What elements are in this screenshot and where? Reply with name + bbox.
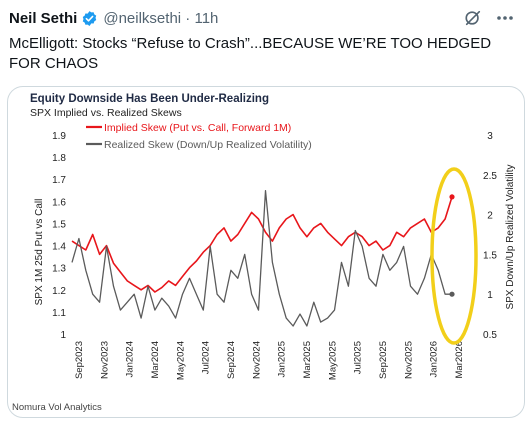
y-tick-label: 1.6	[52, 197, 66, 208]
x-tick-label: Mar2025	[302, 341, 313, 379]
y-tick-label: 1.3	[52, 264, 66, 275]
legend-label: Implied Skew (Put vs. Call, Forward 1M)	[104, 122, 291, 134]
x-tick-label: Sep2024	[226, 341, 237, 379]
y-tick-label: 1.1	[52, 308, 66, 319]
x-tick-label: Jan2024	[125, 341, 136, 377]
verified-badge-icon[interactable]	[81, 10, 98, 27]
realized-skew-last-point	[449, 291, 455, 297]
y2-tick-label: 3	[487, 131, 493, 142]
y-tick-label: 1.4	[52, 242, 66, 253]
y-tick-label: 1.8	[52, 153, 66, 164]
x-tick-label: Sep2025	[378, 341, 389, 379]
chart: Equity Downside Has Been Under-Realizing…	[12, 93, 516, 413]
realized-skew-line	[71, 190, 452, 327]
source-note: Nomura Vol Analytics	[12, 402, 102, 413]
y-tick-label: 1.5	[52, 219, 66, 230]
x-tick-label: Mar2026	[454, 341, 465, 379]
x-tick-label: May2025	[327, 341, 338, 380]
yellow-ellipse-highlight	[430, 167, 478, 345]
grok-icon[interactable]	[463, 8, 483, 28]
separator-dot: ·	[185, 9, 191, 27]
x-tick-label: Sep2023	[74, 341, 85, 379]
x-tick-label: Nov2024	[251, 341, 262, 379]
legend-label: Realized Skew (Down/Up Realized Volatili…	[104, 139, 312, 151]
chart-subtitle: SPX Implied vs. Realized Skews	[30, 107, 182, 119]
y2-tick-label: 0.5	[483, 330, 497, 341]
author-handle[interactable]: @neilksethi · 11h	[103, 10, 218, 27]
y2-tick-label: 1	[487, 290, 493, 301]
implied-skew-last-point	[449, 194, 455, 200]
x-tick-label: Nov2023	[99, 341, 110, 379]
tweet-header: Neil Sethi @neilksethi · 11h	[9, 7, 521, 29]
x-tick-label: Jul2025	[353, 341, 364, 374]
y-tick-label: 1.2	[52, 286, 66, 297]
x-tick-label: Jul2024	[201, 341, 212, 374]
implied-skew-line	[71, 196, 453, 293]
y2-axis-label: SPX Down/Up Realized Volatility	[505, 164, 516, 309]
timestamp[interactable]: 11h	[194, 9, 219, 27]
y-tick-label: 1.7	[52, 175, 66, 186]
y2-tick-label: 2.5	[483, 171, 497, 182]
handle-text: @neilksethi	[103, 9, 182, 27]
y-tick-label: 1	[60, 330, 66, 341]
x-tick-label: Jan2025	[277, 341, 288, 377]
tweet-media-image[interactable]: Equity Downside Has Been Under-Realizing…	[7, 86, 525, 418]
y-axis-label: SPX 1M 25d Put vs Call	[34, 199, 45, 306]
author-name[interactable]: Neil Sethi	[9, 9, 78, 27]
y2-tick-label: 1.5	[483, 250, 497, 261]
x-tick-label: May2024	[175, 341, 186, 380]
y-tick-label: 1.9	[52, 131, 66, 142]
header-actions	[463, 8, 515, 28]
more-options-icon[interactable]	[495, 8, 515, 28]
tweet-text: McElligott: Stocks “Refuse to Crash”...B…	[9, 35, 492, 72]
x-tick-label: Mar2024	[150, 341, 161, 379]
y2-tick-label: 2	[487, 211, 493, 222]
x-tick-label: Nov2025	[403, 341, 414, 379]
chart-legend: Implied Skew (Put vs. Call, Forward 1M) R…	[86, 122, 312, 151]
x-tick-label: Jan2026	[429, 341, 440, 377]
chart-title: Equity Downside Has Been Under-Realizing	[30, 93, 269, 105]
